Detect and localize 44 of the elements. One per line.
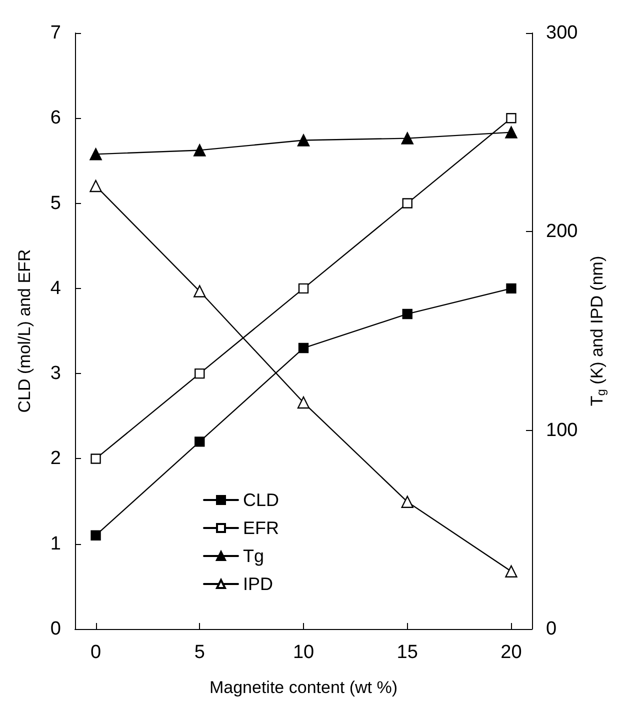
point xyxy=(90,454,101,464)
y2-tick-label: 200 xyxy=(546,221,578,242)
y-tick-label: 4 xyxy=(50,278,62,299)
x-tick-label: 15 xyxy=(396,642,418,663)
point xyxy=(506,283,516,294)
point xyxy=(402,198,412,208)
x-axis-title: Magnetite content (wt %) xyxy=(209,678,398,697)
x-tick-label: 10 xyxy=(292,642,314,663)
legend-label: EFR xyxy=(243,518,279,538)
point xyxy=(90,180,102,192)
legend-label: CLD xyxy=(243,490,280,510)
point xyxy=(194,144,206,156)
point xyxy=(90,148,102,160)
point xyxy=(194,436,205,447)
point xyxy=(194,368,205,379)
y2-tick-label: 0 xyxy=(546,618,557,640)
point xyxy=(297,134,310,146)
y2-axis-title: Tg (K) and IPD (nm) xyxy=(588,256,608,406)
x-tick-label: 0 xyxy=(90,642,102,663)
y-tick-label: 2 xyxy=(50,448,61,470)
point xyxy=(298,283,309,294)
point xyxy=(401,496,414,508)
point xyxy=(90,530,101,540)
point xyxy=(505,565,518,578)
point xyxy=(401,132,414,144)
y-tick-label: 1 xyxy=(50,533,61,554)
y-axis-title: CLD (mol/L) and EFR xyxy=(15,249,34,413)
x-tick-label: 5 xyxy=(194,642,205,663)
x-tick-label: 20 xyxy=(500,642,522,663)
point xyxy=(194,285,206,298)
y-tick-label: 7 xyxy=(50,22,61,44)
point xyxy=(506,113,516,124)
y-tick-label: 3 xyxy=(50,363,61,384)
legend-label: IPD xyxy=(243,574,274,594)
point xyxy=(402,308,412,320)
point xyxy=(505,126,518,138)
y2-tick-label: 300 xyxy=(546,22,578,44)
point xyxy=(298,342,309,354)
y-tick-label: 6 xyxy=(50,108,61,129)
point xyxy=(297,396,310,409)
legend-label: Tg xyxy=(243,546,264,566)
y-tick-label: 5 xyxy=(50,192,61,214)
y2-tick-label: 100 xyxy=(546,420,578,441)
y-tick-label: 0 xyxy=(50,618,61,640)
